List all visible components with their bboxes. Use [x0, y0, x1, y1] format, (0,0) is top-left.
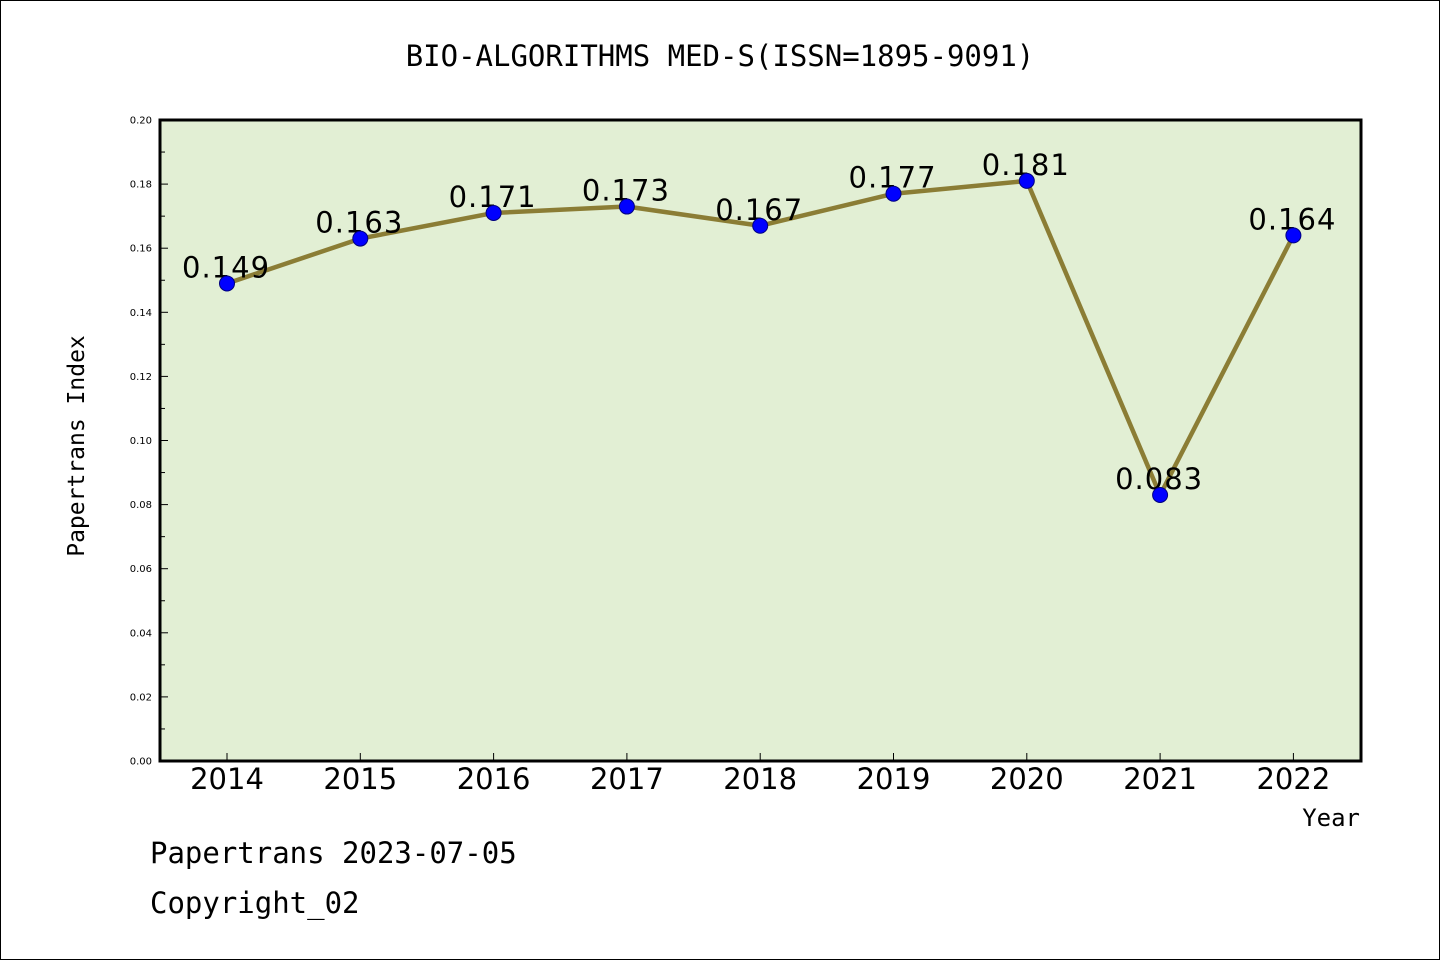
y-tick-label: 0.04: [130, 628, 152, 639]
x-tick-label: 2016: [457, 762, 531, 796]
x-tick-label: 2020: [990, 762, 1064, 796]
data-point: [1285, 227, 1302, 244]
y-axis: 0.00 0.02 0.04 0.06 0.08 0.10 0.12 0.14 0.16 0.18…: [130, 116, 168, 768]
data-point: [1018, 172, 1035, 189]
y-axis-label: Papertrans Index: [64, 335, 90, 557]
y-tick-label: 0.18: [130, 180, 152, 191]
y-tick-label: 0.14: [130, 308, 152, 319]
y-tick-label: 0.00: [130, 757, 152, 768]
x-tick-label: 2022: [1256, 762, 1330, 796]
x-axis: 2014 2015 2016 2017 2018 2019 2020 2021 2022: [190, 753, 1330, 796]
data-point: [352, 230, 369, 247]
chart-title: BIO-ALGORITHMS MED-S(ISSN=1895-9091): [406, 39, 1035, 73]
x-tick-label: 2017: [590, 762, 664, 796]
x-axis-label: Year: [1302, 804, 1360, 832]
x-tick-label: 2014: [190, 762, 264, 796]
y-tick-label: 0.06: [130, 564, 152, 575]
y-tick-label: 0.16: [130, 244, 152, 255]
x-tick-label: 2018: [723, 762, 797, 796]
data-point: [885, 185, 902, 202]
y-tick-label: 0.10: [130, 436, 152, 447]
x-tick-label: 2015: [323, 762, 397, 796]
data-point: [752, 217, 769, 234]
data-point: [219, 275, 235, 292]
x-tick-label: 2019: [857, 762, 931, 796]
footer-copyright-line: Copyright_02: [150, 886, 360, 920]
y-tick-label: 0.02: [130, 692, 152, 703]
data-point: [618, 198, 635, 215]
y-tick-label: 0.12: [130, 372, 152, 383]
footer-date-line: Papertrans 2023-07-05: [150, 836, 517, 870]
x-tick-label: 2021: [1123, 762, 1197, 796]
data-point: [485, 204, 502, 221]
data-point: [1152, 486, 1169, 503]
y-tick-label: 0.20: [130, 116, 152, 127]
y-tick-label: 0.08: [130, 500, 152, 511]
